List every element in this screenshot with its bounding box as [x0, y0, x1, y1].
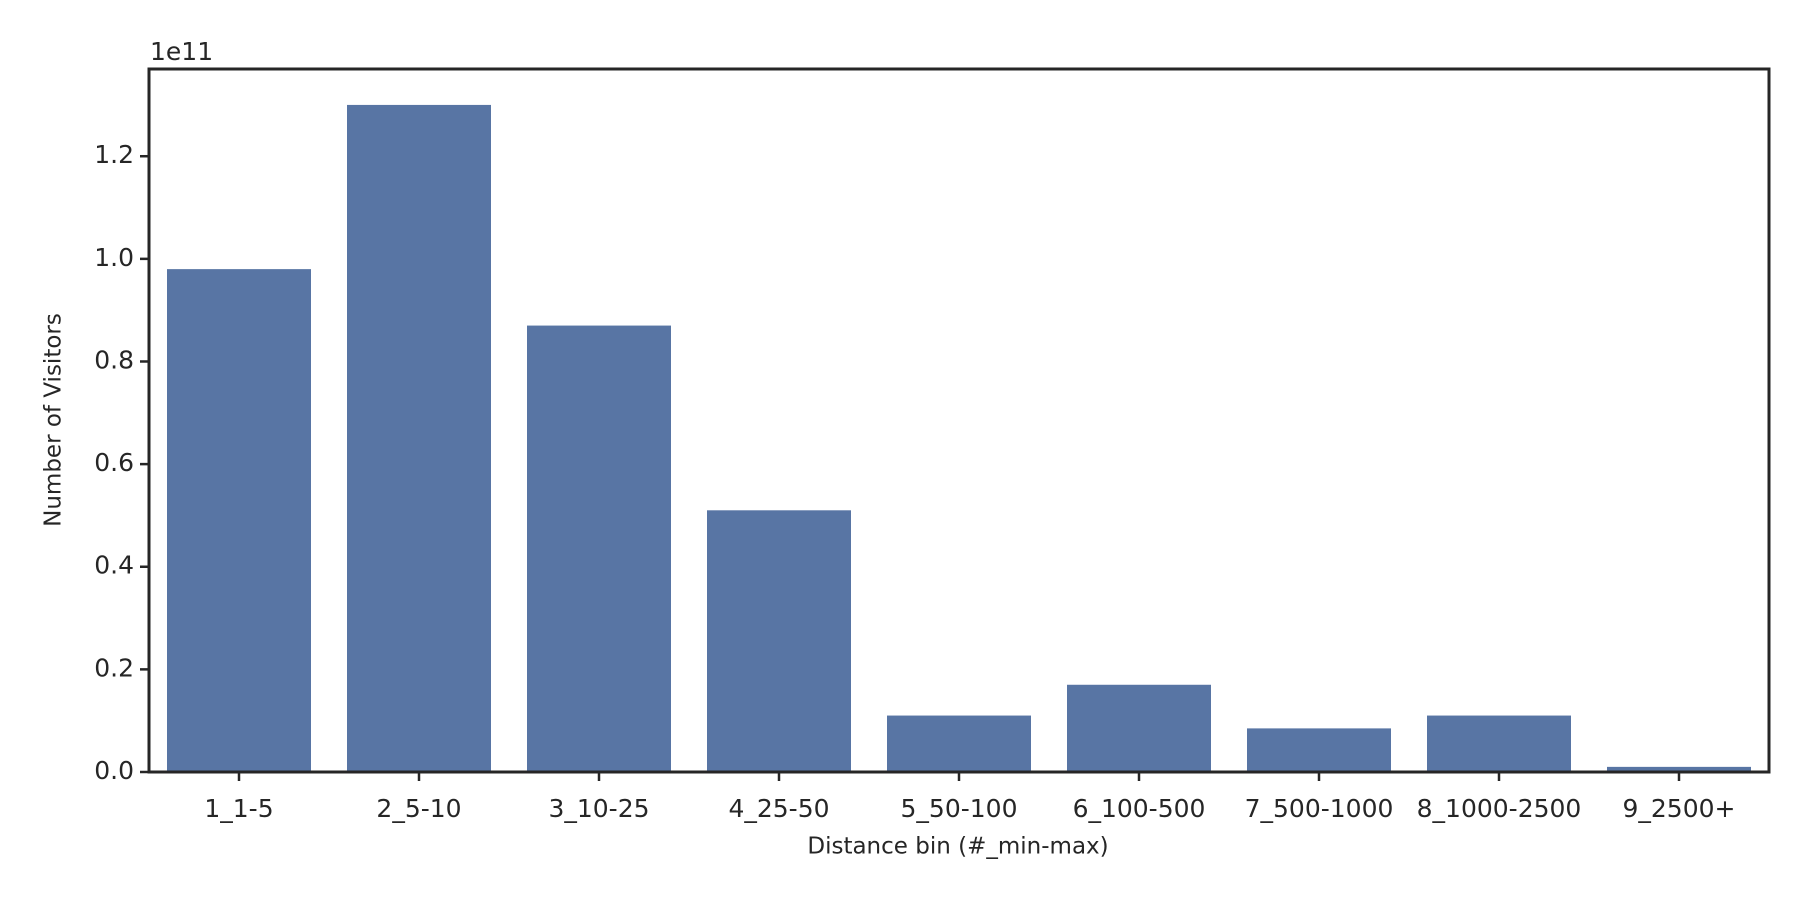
plot-frame — [147, 67, 1771, 774]
y-tick-label: 0.6 — [94, 448, 134, 477]
x-tick-label: 3_10-25 — [548, 794, 649, 823]
bar — [1427, 715, 1571, 772]
y-tick-label: 0.8 — [94, 345, 134, 374]
x-tick-label: 4_25-50 — [728, 794, 829, 823]
y-tick-label: 0.0 — [94, 756, 134, 785]
y-tick-label: 0.2 — [94, 653, 134, 682]
bar — [167, 269, 311, 772]
bar — [527, 325, 671, 772]
y-tick-label: 0.4 — [94, 551, 134, 580]
x-tick-label: 5_50-100 — [901, 794, 1018, 823]
x-tick-label: 9_2500+ — [1623, 794, 1736, 823]
x-tick-label: 7_500-1000 — [1245, 794, 1394, 823]
bar — [347, 104, 491, 773]
bar — [1247, 728, 1391, 772]
bar — [1607, 766, 1751, 772]
y-tick-label: 1.2 — [94, 140, 134, 169]
y-axis-label: Number of Visitors — [41, 313, 67, 527]
x-tick-label: 2_5-10 — [376, 794, 461, 823]
y-offset-label: 1e11 — [150, 37, 213, 66]
y-tick-label: 1.0 — [94, 243, 134, 272]
bar — [707, 510, 851, 772]
x-tick-label: 8_1000-2500 — [1417, 794, 1582, 823]
x-tick-label: 6_100-500 — [1073, 794, 1206, 823]
x-axis-label: Distance bin (#_min-max) — [807, 834, 1108, 860]
bar — [1067, 684, 1211, 772]
bar — [887, 715, 1031, 772]
x-tick-label: 1_1-5 — [204, 794, 273, 823]
